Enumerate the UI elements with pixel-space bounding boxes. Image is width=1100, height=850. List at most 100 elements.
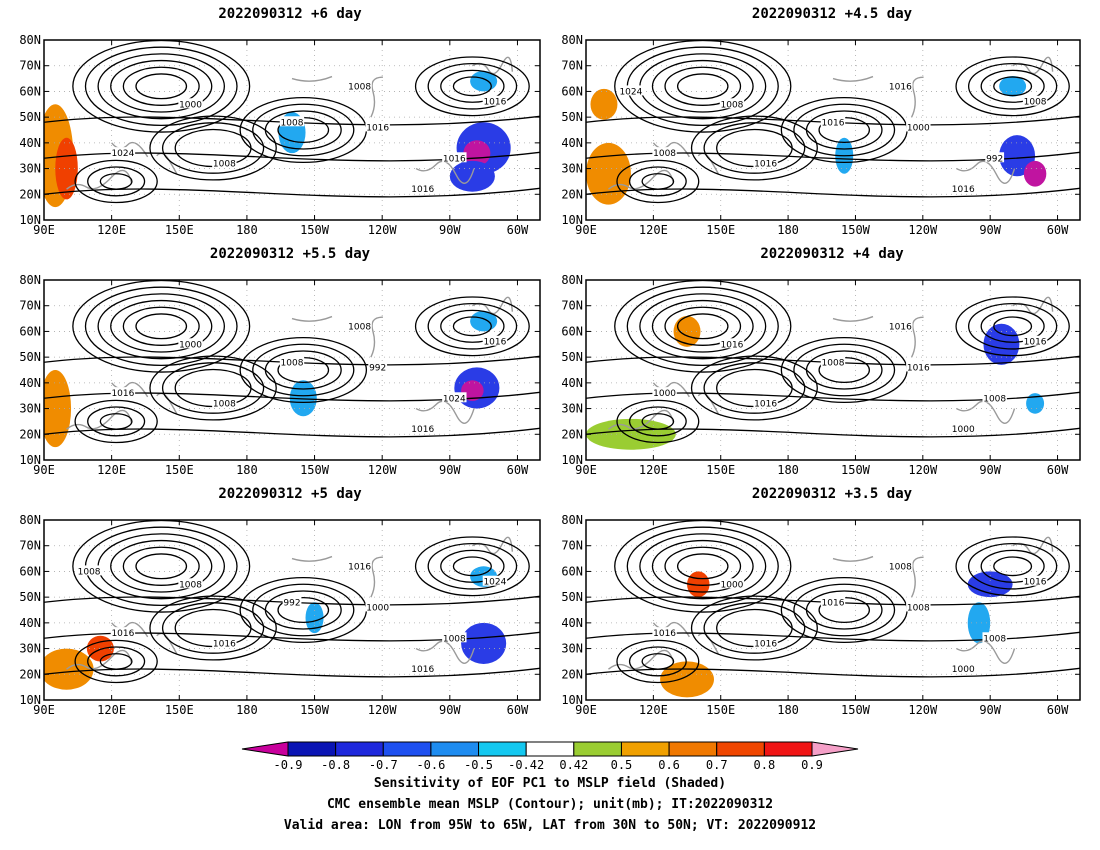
x-tick-label: 150W <box>841 463 871 477</box>
contour-label: 992 <box>283 598 300 608</box>
mslp-contour <box>780 576 908 644</box>
contour-label: 1016 <box>754 159 777 169</box>
coastline <box>910 76 924 118</box>
coastline <box>66 649 133 670</box>
y-tick-label: 60N <box>561 324 583 338</box>
mslp-contour <box>993 76 1033 97</box>
y-tick-label: 30N <box>561 402 583 416</box>
y-tick-label: 40N <box>561 376 583 390</box>
colorbar-low-arrow <box>241 741 289 757</box>
map-panel-2: 1008 1016 1000 1008 1016 992 1008 1016 1016 1024 9… <box>561 33 1081 237</box>
mslp-contour <box>427 63 518 110</box>
map-frame <box>43 519 541 701</box>
contour-label: 1000 <box>952 425 975 435</box>
x-tick-label: 120E <box>97 703 126 717</box>
caption-line-2: CMC ensemble mean MSLP (Contour); unit(m… <box>326 797 774 812</box>
contour-label-bg <box>178 98 203 109</box>
colorbar-swatch <box>763 741 813 757</box>
colorbar-swatch <box>573 741 622 757</box>
y-tick-label: 50N <box>19 110 41 124</box>
x-tick-label: 90W <box>439 223 461 237</box>
contour-label: 1008 <box>213 399 236 409</box>
contour-label: 1016 <box>889 322 912 332</box>
y-tick-label: 20N <box>561 427 583 441</box>
contour-label: 1016 <box>822 118 845 128</box>
x-tick-label: 120W <box>368 703 398 717</box>
coastline <box>832 75 874 82</box>
contour-label-bg <box>442 632 467 643</box>
coastline <box>956 640 1016 664</box>
x-tick-label: 180 <box>236 463 258 477</box>
mslp-contour <box>641 653 675 670</box>
contour-label-bg <box>951 423 976 434</box>
x-tick-label: 90W <box>979 703 1001 717</box>
contour-label: 1016 <box>483 98 506 108</box>
contour-label: 1016 <box>411 425 434 435</box>
colorbar-swatch <box>430 741 480 757</box>
contour-label: 1000 <box>653 389 676 399</box>
coastline <box>370 76 383 118</box>
contour-label: 1016 <box>754 399 777 409</box>
contour-label-bg <box>951 663 976 674</box>
contour-label-bg <box>719 578 745 589</box>
contour-label-bg <box>410 663 435 674</box>
mslp-contour <box>703 602 806 654</box>
mslp-contour <box>74 639 158 684</box>
x-tick-label: 180 <box>777 703 799 717</box>
y-tick-label: 70N <box>561 539 583 553</box>
y-tick-label: 50N <box>19 590 41 604</box>
contour-label: 1016 <box>822 598 845 608</box>
contour-label: 1016 <box>653 629 676 639</box>
contour-label-bg <box>410 423 435 434</box>
contour-label-bg <box>951 183 976 194</box>
mslp-contour <box>239 576 368 644</box>
mslp-contour <box>44 427 540 438</box>
map-frame <box>585 519 1081 701</box>
contour-label-bg <box>888 560 913 571</box>
mslp-contour <box>664 66 742 106</box>
contour-label-bg <box>365 121 390 132</box>
mslp-contour <box>149 355 277 421</box>
x-tick-label: 150E <box>706 703 735 717</box>
map-frame <box>585 279 1081 461</box>
y-tick-label: 60N <box>561 564 583 578</box>
sensitivity-shade <box>1023 160 1047 187</box>
contour-label-bg <box>982 392 1007 403</box>
contour-label: 1016 <box>366 123 389 133</box>
contour-label: 1000 <box>721 580 744 590</box>
mslp-contour <box>135 313 188 340</box>
colorbar-label: 0.42 <box>559 758 588 772</box>
sensitivity-shade <box>449 160 495 192</box>
mslp-contour <box>149 115 277 181</box>
sensitivity-shade <box>470 310 498 332</box>
mslp-contour <box>955 296 1070 357</box>
x-tick-label: 90E <box>33 703 55 717</box>
colorbar-swatch <box>287 741 337 757</box>
contour-label-bg <box>212 397 237 408</box>
y-tick-label: 80N <box>19 33 41 47</box>
coastline <box>652 381 690 398</box>
coastline <box>111 381 149 398</box>
mslp-contour <box>414 536 530 597</box>
contour-label-bg <box>753 397 778 408</box>
x-tick-label: 150E <box>165 703 194 717</box>
map-panel-3: 1000 1008 992 1016 1016 1024 1016 1008 1008 90E 12… <box>19 273 541 477</box>
mslp-contour <box>586 595 1080 606</box>
colorbar-label: 0.6 <box>658 758 680 772</box>
contour-label-bg <box>906 121 931 132</box>
mslp-contour <box>44 355 540 366</box>
x-tick-label: 150E <box>706 463 735 477</box>
mslp-contour <box>628 646 687 677</box>
mslp-contour <box>44 115 540 126</box>
contour-label-bg <box>482 575 508 586</box>
mslp-contour <box>264 350 342 390</box>
colorbar-swatch <box>716 741 765 757</box>
x-tick-label: 180 <box>777 223 799 237</box>
sensitivity-shade <box>983 323 1020 365</box>
contour-label: 1000 <box>366 603 389 613</box>
mslp-contour <box>703 122 806 174</box>
contour-label-bg <box>652 147 677 158</box>
mslp-contour <box>135 73 188 100</box>
